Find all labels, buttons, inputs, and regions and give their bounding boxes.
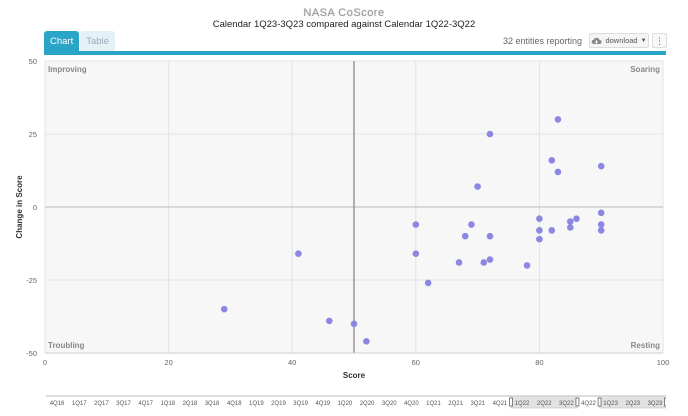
x-tick-label: 0 xyxy=(43,358,47,367)
data-point xyxy=(548,227,556,234)
data-point xyxy=(573,215,580,222)
y-tick-label: 25 xyxy=(29,130,37,139)
quadrant-label-soaring: Soaring xyxy=(630,65,660,74)
quadrant-label-resting: Resting xyxy=(631,341,660,350)
data-point xyxy=(536,227,543,234)
timeline-handle[interactable] xyxy=(664,397,668,407)
y-tick-label: 50 xyxy=(29,57,37,66)
y-tick-label: 0 xyxy=(33,203,37,212)
timeline-label: 2Q18 xyxy=(183,401,198,407)
x-tick-label: 60 xyxy=(412,358,420,367)
y-tick-label: -25 xyxy=(26,276,37,285)
timeline-label: 3Q17 xyxy=(116,401,131,407)
x-tick-label: 20 xyxy=(164,358,172,367)
timeline-handle[interactable] xyxy=(597,397,602,407)
timeline-label: 1Q18 xyxy=(160,401,175,407)
timeline-label: 4Q20 xyxy=(404,401,419,407)
timeline-handle[interactable] xyxy=(509,397,513,407)
timeline-label: 2Q17 xyxy=(94,401,109,407)
timeline-label: 3Q19 xyxy=(293,401,308,407)
data-point xyxy=(424,279,432,287)
data-point xyxy=(363,338,370,345)
timeline-label: 1Q23 xyxy=(603,401,618,407)
caret-down-icon: ▼ xyxy=(640,37,647,44)
timeline-navigator[interactable]: 4Q16 1Q17 2Q17 3Q17 4Q17 1Q18 2Q18 3Q18 4Q18 1Q19… xyxy=(46,395,668,409)
data-point xyxy=(220,305,228,313)
data-point xyxy=(486,130,494,138)
data-point xyxy=(554,116,562,123)
y-tick-label: -50 xyxy=(26,349,37,358)
data-point xyxy=(474,183,481,190)
timeline-label: 4Q22 xyxy=(581,401,596,407)
download-button[interactable]: download ▼ xyxy=(589,33,649,48)
timeline-label: 4Q21 xyxy=(493,401,508,407)
timeline-handle[interactable] xyxy=(575,397,580,407)
data-point xyxy=(455,259,463,266)
cloud-download-icon xyxy=(592,37,602,44)
quadrant-label-improving: Improving xyxy=(48,65,87,74)
timeline-label: 2Q22 xyxy=(537,401,552,407)
data-point xyxy=(412,250,420,258)
timeline-label: 1Q21 xyxy=(426,401,441,407)
download-label: download xyxy=(605,36,638,45)
data-point xyxy=(548,156,556,164)
timeline-label: 1Q19 xyxy=(249,401,264,407)
timeline-label: 3Q18 xyxy=(205,401,220,407)
data-point xyxy=(486,232,494,240)
chart-title: NASA CoScore xyxy=(303,7,385,19)
data-point xyxy=(597,221,605,228)
data-point xyxy=(597,227,605,234)
x-tick-label: 80 xyxy=(535,358,543,367)
data-point xyxy=(468,221,475,228)
x-tick-label: 100 xyxy=(657,358,670,367)
x-tick-label: 40 xyxy=(288,358,296,367)
timeline-label: 4Q17 xyxy=(138,401,153,407)
entities-count: 32 entities reporting xyxy=(502,36,582,46)
chart-subtitle: Calendar 1Q23-3Q23 compared against Cale… xyxy=(212,19,476,30)
data-point xyxy=(597,209,605,217)
data-point xyxy=(480,259,488,266)
data-point xyxy=(567,218,574,225)
timeline-label: 2Q23 xyxy=(625,401,640,407)
data-point xyxy=(461,232,469,240)
data-point xyxy=(486,256,494,263)
data-point xyxy=(412,221,420,228)
timeline-label: 1Q22 xyxy=(515,401,530,407)
timeline-svg: 4Q16 1Q17 2Q17 3Q17 4Q17 1Q18 2Q18 3Q18 4Q18 1Q19… xyxy=(46,395,668,409)
tab-table[interactable]: Table xyxy=(80,31,115,52)
data-point xyxy=(597,162,605,170)
timeline-label: 2Q21 xyxy=(448,401,463,407)
timeline-label: 3Q23 xyxy=(648,401,663,407)
x-axis-label: Score xyxy=(343,371,366,380)
more-menu-button[interactable]: ⋮ xyxy=(652,33,667,48)
timeline-label: 3Q22 xyxy=(559,401,574,407)
timeline-label: 1Q17 xyxy=(72,401,87,407)
data-point xyxy=(554,168,562,176)
data-point xyxy=(325,317,333,325)
data-point xyxy=(295,250,302,258)
view-tabs: Chart Table xyxy=(44,31,115,52)
timeline-label: 3Q21 xyxy=(470,401,485,407)
timeline-label: 1Q20 xyxy=(338,401,353,407)
quadrant-label-troubling: Troubling xyxy=(48,341,85,350)
y-axis-label: Change in Score xyxy=(15,175,24,239)
timeline-label: 4Q19 xyxy=(315,401,330,407)
timeline-label: 2Q20 xyxy=(360,401,375,407)
data-point xyxy=(536,215,543,222)
timeline-label: 4Q18 xyxy=(227,401,242,407)
timeline-label: 2Q19 xyxy=(271,401,286,407)
data-point xyxy=(536,235,543,243)
data-point xyxy=(350,320,358,328)
timeline-label: 4Q16 xyxy=(50,401,65,407)
tab-chart[interactable]: Chart xyxy=(44,31,80,52)
tab-accent-bar xyxy=(44,51,666,55)
timeline-label: 3Q20 xyxy=(382,401,397,407)
data-point xyxy=(523,262,531,269)
data-point xyxy=(567,224,574,231)
